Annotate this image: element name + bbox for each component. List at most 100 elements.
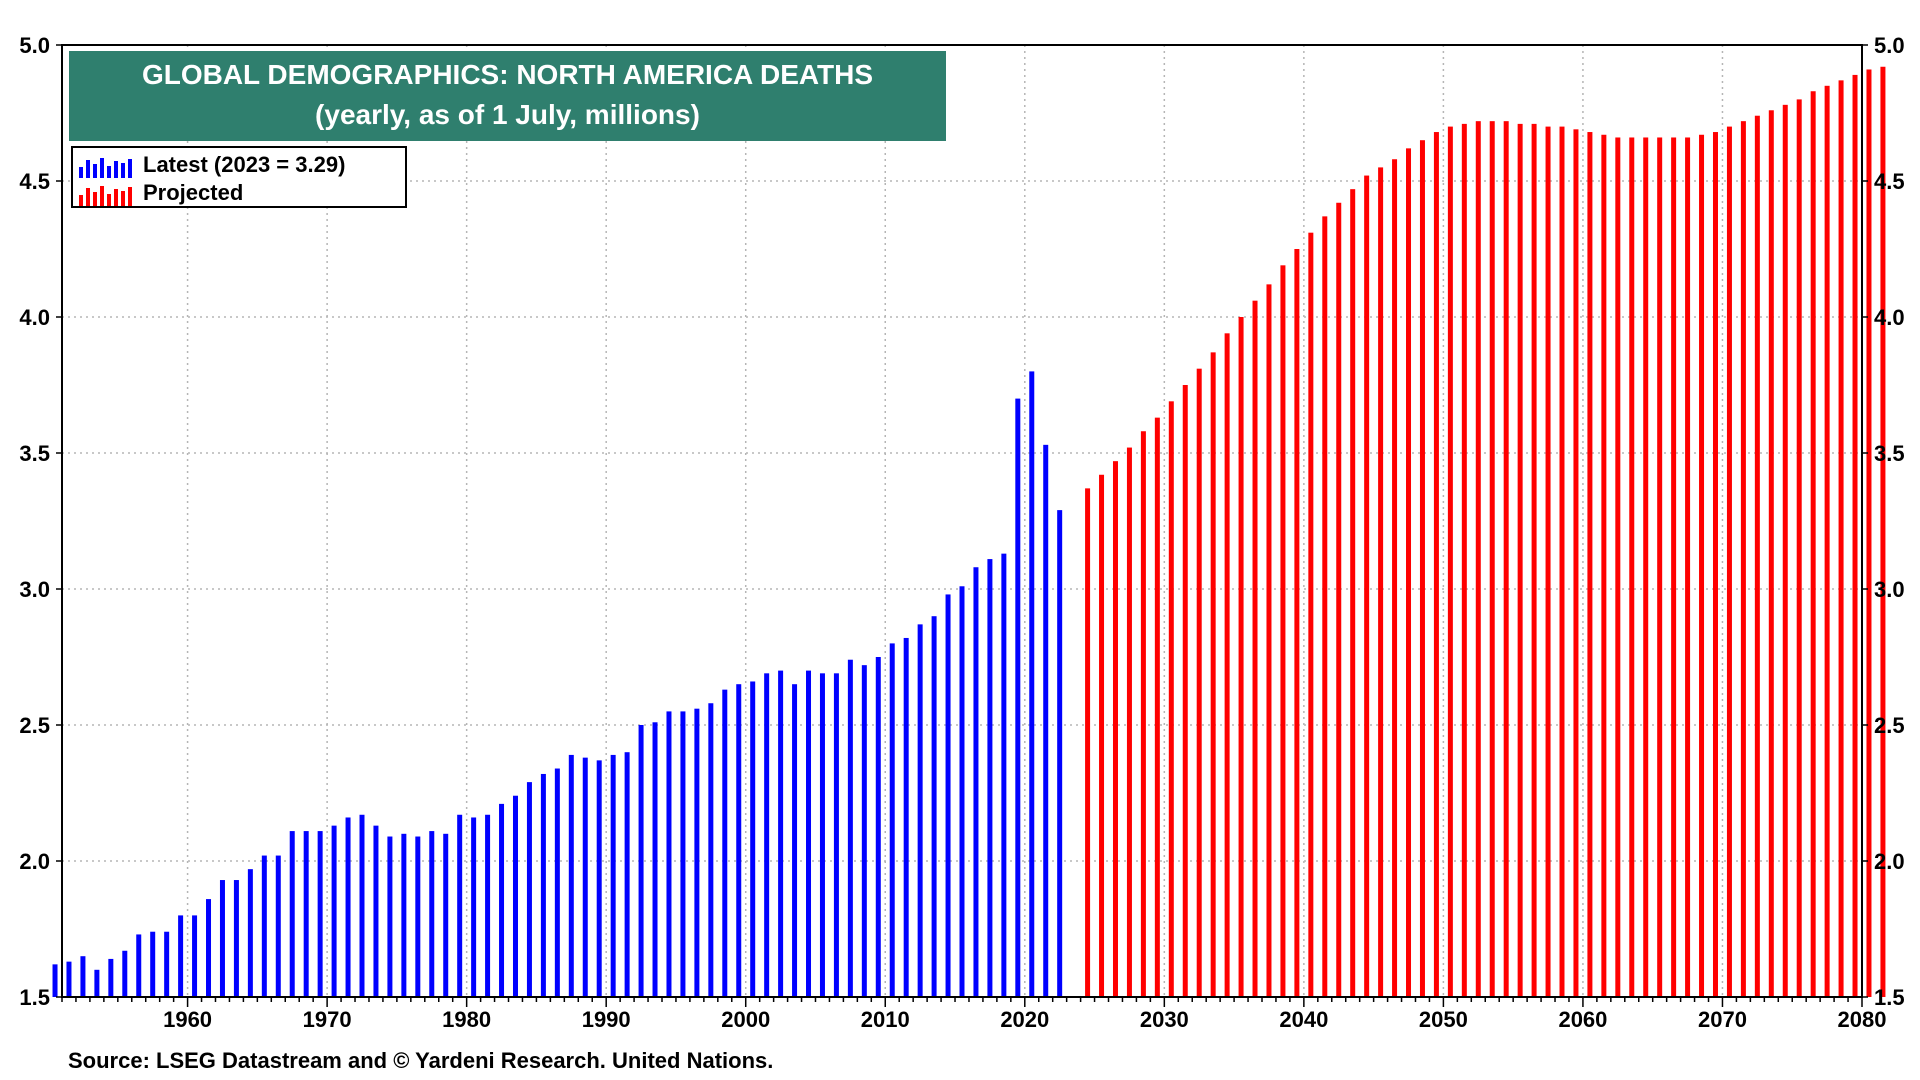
bar-latest bbox=[875, 657, 881, 997]
plot-frame bbox=[61, 44, 1863, 998]
bar-projected bbox=[1364, 175, 1370, 997]
bar-latest bbox=[554, 768, 560, 997]
bar-projected bbox=[1280, 265, 1286, 997]
bar-latest bbox=[443, 833, 449, 997]
bar-latest bbox=[499, 803, 505, 997]
bar-projected bbox=[1657, 137, 1663, 998]
bar-latest bbox=[638, 725, 644, 997]
y-tick-label-left: 4.0 bbox=[19, 305, 50, 330]
x-tick-label: 2000 bbox=[721, 1007, 770, 1032]
bar-latest bbox=[624, 752, 630, 997]
y-tick-label-left: 5.0 bbox=[19, 33, 50, 58]
bar-latest bbox=[219, 880, 225, 997]
x-tick-label: 1990 bbox=[582, 1007, 631, 1032]
bar-projected bbox=[1433, 132, 1439, 998]
x-tick-label: 2070 bbox=[1698, 1007, 1747, 1032]
legend-swatch-latest bbox=[79, 156, 135, 178]
bar-projected bbox=[1168, 401, 1174, 997]
bar-projected bbox=[1726, 126, 1732, 998]
bar-latest bbox=[582, 757, 588, 997]
bar-latest bbox=[1043, 444, 1049, 998]
bar-projected bbox=[1126, 447, 1132, 997]
bar-latest bbox=[806, 670, 812, 997]
x-tick-label: 1980 bbox=[442, 1007, 491, 1032]
bar-projected bbox=[1782, 104, 1788, 998]
bar-projected bbox=[1824, 85, 1830, 998]
x-tick-label: 1970 bbox=[303, 1007, 352, 1032]
bar-latest bbox=[903, 637, 909, 997]
bar-projected bbox=[1350, 189, 1356, 997]
bar-latest bbox=[680, 711, 686, 997]
y-tick-label-right: 3.0 bbox=[1874, 577, 1905, 602]
bar-latest bbox=[52, 964, 58, 997]
bar-projected bbox=[1810, 91, 1816, 998]
bar-latest bbox=[1057, 510, 1063, 997]
y-tick-label-left: 2.0 bbox=[19, 849, 50, 874]
bar-latest bbox=[164, 931, 170, 997]
y-tick-label-right: 2.0 bbox=[1874, 849, 1905, 874]
x-tick-label: 2080 bbox=[1838, 1007, 1887, 1032]
legend-swatch-bar bbox=[121, 163, 125, 178]
bar-latest bbox=[471, 817, 477, 997]
y-tick-label-left: 2.5 bbox=[19, 713, 50, 738]
bar-latest bbox=[889, 643, 895, 997]
bar-latest bbox=[1015, 398, 1021, 998]
bar-latest bbox=[1001, 553, 1007, 997]
bar-projected bbox=[1531, 123, 1537, 997]
bar-latest bbox=[80, 956, 86, 997]
bar-projected bbox=[1601, 134, 1607, 997]
bar-latest bbox=[303, 831, 309, 997]
legend-swatch-bar bbox=[100, 158, 104, 178]
bar-projected bbox=[1266, 284, 1272, 997]
y-tick-label-right: 1.5 bbox=[1874, 985, 1905, 1010]
bar-latest bbox=[610, 754, 616, 997]
x-axis: 1960 1970 1980 1990 2000 2010 2020 2030 2040 2050… bbox=[163, 1007, 1886, 1032]
legend: Latest (2023 = 3.29) Projected bbox=[71, 146, 407, 208]
bar-latest bbox=[764, 673, 770, 997]
y-tick-label-left: 1.5 bbox=[19, 985, 50, 1010]
bar-latest bbox=[861, 665, 867, 997]
bar-latest bbox=[847, 659, 853, 997]
bar-latest bbox=[429, 831, 435, 997]
bar-latest bbox=[373, 825, 379, 997]
x-tick-label: 2030 bbox=[1140, 1007, 1189, 1032]
bar-latest bbox=[931, 616, 937, 997]
bar-projected bbox=[1224, 333, 1230, 997]
bar-latest bbox=[973, 567, 979, 997]
legend-swatch-bar bbox=[79, 195, 83, 206]
legend-swatch-bar bbox=[128, 159, 132, 178]
bar-projected bbox=[1754, 115, 1760, 998]
bar-projected bbox=[1085, 488, 1091, 997]
bar-latest bbox=[485, 814, 491, 997]
bar-latest bbox=[66, 961, 72, 997]
bar-latest bbox=[792, 684, 798, 997]
bar-projected bbox=[1852, 74, 1858, 998]
bar-projected bbox=[1308, 232, 1314, 997]
bar-latest bbox=[917, 624, 923, 997]
legend-swatch-bar bbox=[93, 164, 97, 178]
legend-item-latest: Latest (2023 = 3.29) bbox=[79, 152, 345, 178]
legend-label-projected: Projected bbox=[143, 180, 244, 205]
bar-latest bbox=[512, 795, 518, 997]
bar-latest bbox=[359, 814, 365, 997]
legend-swatch-bar bbox=[114, 189, 118, 206]
x-tick-label: 2050 bbox=[1419, 1007, 1468, 1032]
legend-swatch-bar bbox=[93, 192, 97, 206]
bar-projected bbox=[1712, 132, 1718, 998]
source-note: Source: LSEG Datastream and © Yardeni Re… bbox=[68, 1048, 774, 1073]
legend-swatch-bar bbox=[107, 194, 111, 206]
bar-latest bbox=[178, 915, 184, 997]
bar-projected bbox=[1545, 126, 1551, 998]
bar-latest bbox=[736, 684, 742, 997]
legend-swatch-bar bbox=[79, 167, 83, 178]
bar-projected bbox=[1643, 137, 1649, 998]
bar-latest bbox=[526, 782, 532, 997]
bar-latest bbox=[694, 708, 700, 997]
bar-projected bbox=[1573, 129, 1579, 997]
bar-projected bbox=[1461, 123, 1467, 997]
y-tick-label-left: 4.5 bbox=[19, 169, 50, 194]
bar-latest bbox=[1029, 371, 1035, 997]
bar-latest bbox=[457, 814, 463, 997]
bar-latest bbox=[415, 836, 421, 997]
bar-projected bbox=[1112, 461, 1118, 997]
